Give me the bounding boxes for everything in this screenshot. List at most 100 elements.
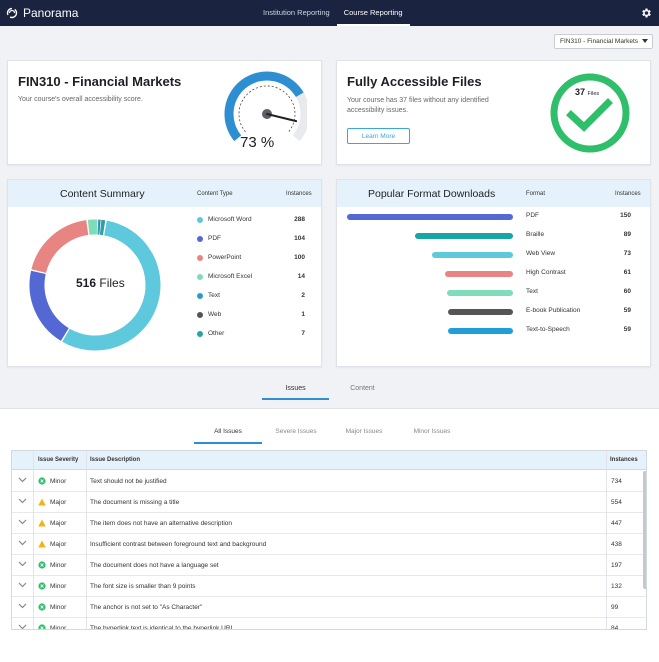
- legend-value: 104: [294, 235, 305, 242]
- legend-swatch: [197, 293, 203, 299]
- course-select[interactable]: FIN310 - Financial Markets: [554, 34, 653, 49]
- chevron-down-icon[interactable]: [18, 498, 27, 504]
- top-bar: Panorama Institution Reporting Course Re…: [0, 0, 659, 26]
- legend-swatch: [197, 217, 203, 223]
- legend-value: 100: [294, 254, 305, 261]
- warning-icon: [38, 498, 46, 506]
- format-bar[interactable]: [432, 252, 513, 258]
- tab-all-issues[interactable]: All Issues: [194, 426, 262, 444]
- issue-instances: 197: [611, 562, 622, 569]
- course-title: FIN310 - Financial Markets: [18, 74, 182, 89]
- issue-description: The document is missing a title: [90, 499, 180, 506]
- issue-instances: 132: [611, 583, 622, 590]
- legend-swatch: [197, 274, 203, 280]
- tab-content[interactable]: Content: [350, 385, 375, 392]
- column-divider: [33, 451, 34, 629]
- minor-issue-mark: [40, 563, 44, 567]
- donut-total-unit: Files: [99, 276, 125, 290]
- table-row[interactable]: Minor Text should not be justified 734: [12, 471, 646, 492]
- table-row[interactable]: Minor The anchor is not set to "As Charac…: [12, 597, 646, 618]
- issue-instances: 99: [611, 604, 619, 611]
- legend-swatch: [197, 312, 203, 318]
- format-row: PDF 150: [337, 212, 652, 222]
- table-row[interactable]: Major The document is missing a title 554: [12, 492, 646, 513]
- format-value: 61: [623, 269, 631, 276]
- chevron-down-icon[interactable]: [18, 561, 27, 567]
- chevron-down-icon[interactable]: [18, 624, 27, 630]
- table-row[interactable]: Minor The hyperlink text is identical to …: [12, 618, 646, 630]
- tab-issues[interactable]: Issues: [262, 382, 329, 400]
- format-bar[interactable]: [445, 271, 513, 277]
- accessible-files-card: Fully Accessible Files Your course has 3…: [336, 60, 651, 165]
- accessible-ring: [550, 73, 630, 153]
- app-name: Panorama: [23, 6, 79, 20]
- donut-slice[interactable]: [62, 220, 161, 351]
- warning-triangle: [38, 540, 46, 548]
- issue-severity: Minor: [50, 562, 67, 569]
- legend-item: PDF 104: [197, 235, 315, 245]
- content-donut-chart: [29, 219, 161, 351]
- chevron-path: [18, 624, 27, 629]
- legend-label: PowerPoint: [208, 254, 242, 261]
- issue-severity: Major: [50, 499, 67, 506]
- table-scrollbar[interactable]: [643, 471, 646, 589]
- table-row[interactable]: Minor The font size is smaller than 9 poi…: [12, 576, 646, 597]
- format-value: 59: [623, 307, 631, 314]
- nav-tab-course-reporting[interactable]: Course Reporting: [336, 0, 410, 26]
- gear-icon[interactable]: [640, 7, 652, 19]
- format-value: 60: [623, 288, 631, 295]
- chevron-path: [18, 477, 27, 483]
- chevron-down-icon[interactable]: [18, 477, 27, 483]
- legend-item: Microsoft Excel 14: [197, 273, 315, 283]
- legend-value: 7: [301, 330, 305, 337]
- legend-swatch: [197, 331, 203, 337]
- course-select-value: FIN310 - Financial Markets: [560, 38, 639, 45]
- format-bar[interactable]: [447, 309, 513, 315]
- minor-issue-mark: [40, 626, 44, 629]
- brand[interactable]: Panorama: [6, 6, 78, 20]
- learn-more-button[interactable]: Learn More: [347, 128, 410, 144]
- issue-description: The document does not have a language se…: [90, 562, 219, 569]
- table-row[interactable]: Major The item does not have an alternati…: [12, 513, 646, 534]
- tab-minor-issues[interactable]: Minor Issues: [413, 428, 451, 435]
- issue-severity: Minor: [50, 625, 67, 630]
- format-downloads-title: Popular Format Downloads: [368, 188, 496, 200]
- instances-column-header[interactable]: Instances: [610, 457, 638, 463]
- minor-issue-icon: [38, 624, 46, 629]
- nav-tab-institution-reporting[interactable]: Institution Reporting: [263, 8, 330, 17]
- chevron-down-icon[interactable]: [18, 519, 27, 525]
- minor-issue-icon: [38, 477, 46, 485]
- format-label: Text-to-Speech: [526, 326, 570, 333]
- issue-description: The font size is smaller than 9 points: [90, 583, 196, 590]
- tab-severe-issues[interactable]: Severe Issues: [275, 428, 317, 435]
- format-bar[interactable]: [414, 233, 513, 239]
- format-bar[interactable]: [347, 214, 513, 220]
- content-type-header: Content Type: [197, 191, 233, 197]
- format-label: High Contrast: [526, 269, 566, 276]
- donut-slice[interactable]: [31, 220, 89, 274]
- issue-instances: 438: [611, 541, 622, 548]
- format-row: Text 60: [337, 288, 652, 298]
- chevron-down-icon[interactable]: [18, 540, 27, 546]
- donut-slice[interactable]: [29, 270, 69, 341]
- table-row[interactable]: Major Insufficient contrast between foreg…: [12, 534, 646, 555]
- format-bar[interactable]: [447, 328, 513, 334]
- table-row[interactable]: Minor The document does not have a langua…: [12, 555, 646, 576]
- score-gauge: [224, 71, 307, 142]
- severity-column-header[interactable]: Issue Severity: [38, 457, 79, 463]
- issue-description: Text should not be justified: [90, 478, 167, 485]
- chevron-down-icon[interactable]: [18, 603, 27, 609]
- format-value: 73: [623, 250, 631, 257]
- chevron-path: [18, 519, 27, 525]
- accessible-ring-circle: [550, 73, 630, 153]
- format-bar[interactable]: [446, 290, 513, 296]
- tab-major-issues[interactable]: Major Issues: [345, 428, 383, 435]
- format-value: 89: [623, 231, 631, 238]
- issue-severity: Minor: [50, 583, 67, 590]
- format-row: E-book Publication 59: [337, 307, 652, 317]
- description-column-header[interactable]: Issue Description: [90, 457, 141, 463]
- chevron-down-icon[interactable]: [18, 582, 27, 588]
- warning-icon: [38, 519, 46, 527]
- issues-panel: All Issues Severe Issues Major Issues Mi…: [0, 408, 659, 662]
- format-value: 59: [623, 326, 631, 333]
